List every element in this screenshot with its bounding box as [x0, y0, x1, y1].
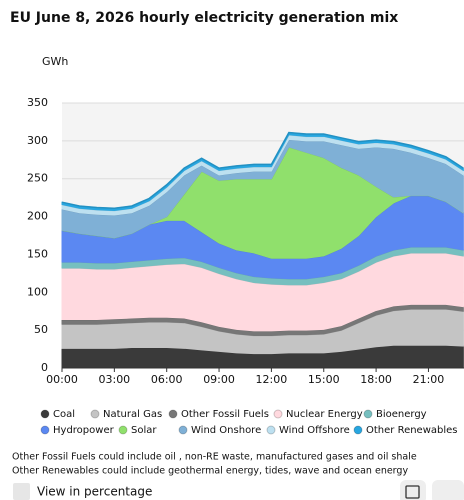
legend-marker: [363, 409, 373, 419]
x-tick-label: 15:00: [308, 373, 340, 386]
legend-marker: [178, 425, 188, 435]
chart-title: EU June 8, 2026 hourly electricity gener…: [10, 10, 398, 26]
area-edge: [61, 131, 464, 209]
y-tick-label: 350: [27, 96, 48, 109]
y-tick-label: 50: [34, 323, 48, 336]
calendar-button[interactable]: [400, 480, 426, 500]
y-tick-label: 100: [27, 285, 48, 298]
legend-label: Wind Onshore: [191, 425, 261, 436]
y-axis-label: GWh: [42, 55, 68, 68]
legend-marker: [353, 425, 363, 435]
legend-marker: [168, 409, 178, 419]
legend-label: Nuclear Energy: [286, 409, 363, 420]
legend-marker: [266, 425, 276, 435]
x-tick-label: 00:00: [46, 373, 78, 386]
x-tick-label: 06:00: [151, 373, 183, 386]
legend-marker: [40, 409, 50, 419]
note: Other Fossil Fuels could include oil , n…: [12, 452, 417, 463]
legend-marker: [40, 425, 50, 435]
legend-marker: [118, 425, 128, 435]
legend-marker: [90, 409, 100, 419]
y-tick-label: 0: [41, 361, 48, 374]
y-tick-label: 250: [27, 172, 48, 185]
y-tick-label: 300: [27, 134, 48, 147]
legend-marker: [273, 409, 283, 419]
legend-label: Bioenergy: [376, 409, 427, 420]
x-tick-label: 09:00: [203, 373, 235, 386]
legend-label: Natural Gas: [103, 409, 162, 420]
download-button[interactable]: [432, 480, 464, 500]
toggle-checkbox[interactable]: [13, 483, 30, 500]
x-tick-label: 03:00: [98, 373, 130, 386]
legend-label: Wind Offshore: [279, 425, 350, 436]
x-tick-label: 18:00: [360, 373, 392, 386]
legend-label: Other Fossil Fuels: [181, 409, 269, 420]
legend-label: Hydropower: [53, 425, 115, 436]
legend-label: Solar: [131, 425, 157, 436]
legend-label: Other Renewables: [366, 425, 458, 436]
y-tick-label: 200: [27, 210, 48, 223]
calendar-icon: [405, 485, 420, 499]
y-tick-label: 150: [27, 247, 48, 260]
x-tick-label: 21:00: [413, 373, 445, 386]
legend-label: Coal: [53, 409, 75, 420]
x-tick-label: 12:00: [256, 373, 288, 386]
note: Other Renewables could include geotherma…: [12, 466, 408, 477]
toggle-label[interactable]: View in percentage: [37, 485, 152, 499]
